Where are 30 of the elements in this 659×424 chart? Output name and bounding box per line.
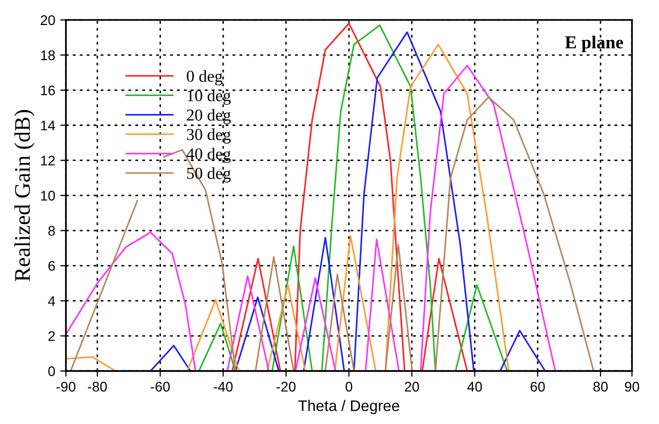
y-tick-label: 0 <box>48 366 55 376</box>
y-tick-label: 8 <box>48 226 55 236</box>
x-tick-label: -80 <box>88 382 107 392</box>
y-tick-label: 2 <box>48 331 55 341</box>
legend-label: 20 deg <box>186 108 231 124</box>
legend-label: 10 deg <box>188 90 231 105</box>
x-tick-label: 90 <box>624 382 640 392</box>
y-tick-label: 20 <box>40 15 55 26</box>
x-axis-title: Theta / Degree <box>298 400 400 414</box>
x-tick-label: 60 <box>530 382 545 392</box>
legend-label: 40 deg <box>186 148 231 164</box>
x-tick-label: -60 <box>150 382 170 392</box>
legend-label: 0 deg <box>186 70 222 86</box>
y-tick-label: 12 <box>41 156 55 166</box>
y-tick-label: 16 <box>41 85 55 96</box>
y-tick-label: 10 <box>41 190 55 201</box>
x-tick-label: 0 <box>346 382 352 392</box>
y-axis-title: Realized Gain (dB) <box>14 110 34 282</box>
x-tick-label: 40 <box>467 382 482 392</box>
legend-label: 30 deg <box>186 128 231 144</box>
annotation: E plane <box>565 36 624 52</box>
x-tick-label: 20 <box>404 382 420 392</box>
y-tick-label: 4 <box>48 296 56 306</box>
x-tick-label: -20 <box>276 382 296 392</box>
y-tick-label: 18 <box>41 50 55 60</box>
x-tick-label: 80 <box>593 382 608 392</box>
y-tick-label: 6 <box>48 261 55 271</box>
y-tick-label: 14 <box>41 120 56 130</box>
x-tick-label: -40 <box>214 382 233 392</box>
x-tick-label: -90 <box>56 382 76 392</box>
